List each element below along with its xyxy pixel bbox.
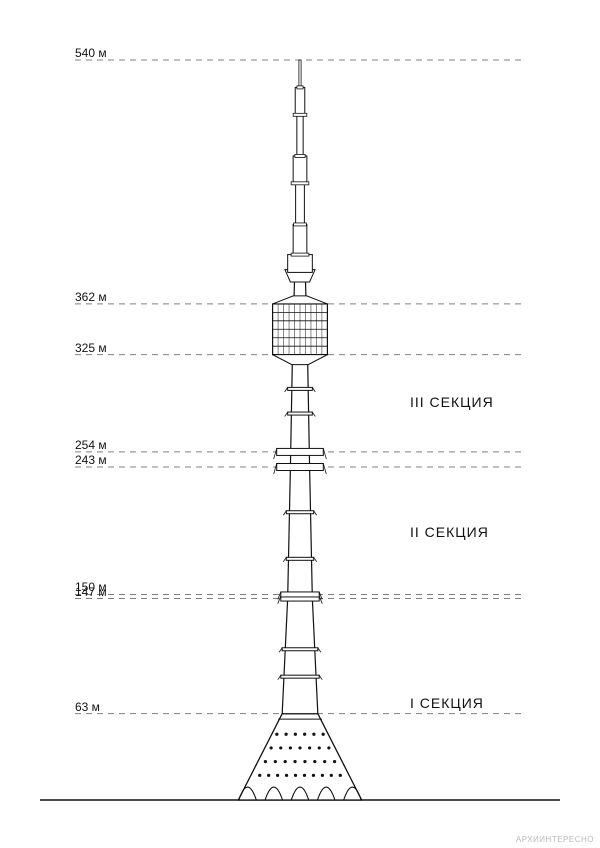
height-label: 243 м xyxy=(75,453,107,467)
height-label: 325 м xyxy=(75,341,107,355)
diagram-stage: 540 м362 м325 м254 м243 м150 м147 м63 мI… xyxy=(0,0,600,848)
height-label: 63 м xyxy=(75,700,100,714)
section-label: III СЕКЦИЯ xyxy=(410,394,494,410)
watermark: АРХИИНТЕРЕСНО xyxy=(516,835,594,844)
section-label: II СЕКЦИЯ xyxy=(410,524,489,540)
tower-svg xyxy=(0,0,600,848)
height-label: 362 м xyxy=(75,290,107,304)
height-label: 254 м xyxy=(75,438,107,452)
section-label: I СЕКЦИЯ xyxy=(410,695,484,711)
height-label: 540 м xyxy=(75,46,107,60)
height-label: 147 м xyxy=(75,585,107,599)
